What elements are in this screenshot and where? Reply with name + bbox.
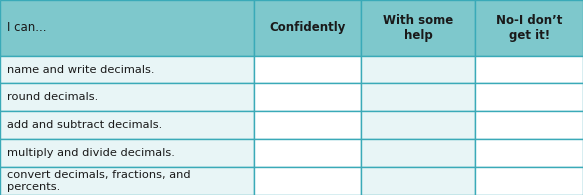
Bar — [475, 111, 583, 139]
Bar — [475, 83, 583, 111]
Text: name and write decimals.: name and write decimals. — [7, 65, 154, 74]
Bar — [361, 83, 475, 111]
Text: With some
help: With some help — [383, 14, 454, 42]
Bar — [0, 0, 254, 56]
Bar — [0, 83, 254, 111]
Bar — [254, 83, 361, 111]
Text: convert decimals, fractions, and
percents.: convert decimals, fractions, and percent… — [7, 170, 191, 192]
Bar — [361, 56, 475, 83]
Bar — [475, 167, 583, 195]
Bar — [475, 139, 583, 167]
Text: multiply and divide decimals.: multiply and divide decimals. — [7, 148, 175, 158]
Bar — [254, 0, 361, 56]
Bar — [475, 0, 583, 56]
Bar — [361, 0, 475, 56]
Bar — [0, 56, 254, 83]
Text: round decimals.: round decimals. — [7, 92, 99, 102]
Bar — [0, 167, 254, 195]
Text: No-I don’t
get it!: No-I don’t get it! — [496, 14, 562, 42]
Bar — [254, 139, 361, 167]
Bar — [254, 111, 361, 139]
Bar — [361, 167, 475, 195]
Bar — [361, 139, 475, 167]
Bar — [0, 111, 254, 139]
Bar — [254, 167, 361, 195]
Bar — [361, 111, 475, 139]
Bar — [254, 56, 361, 83]
Bar — [475, 56, 583, 83]
Text: Confidently: Confidently — [269, 21, 346, 34]
Text: add and subtract decimals.: add and subtract decimals. — [7, 120, 162, 130]
Text: I can...: I can... — [7, 21, 47, 34]
Bar — [0, 139, 254, 167]
